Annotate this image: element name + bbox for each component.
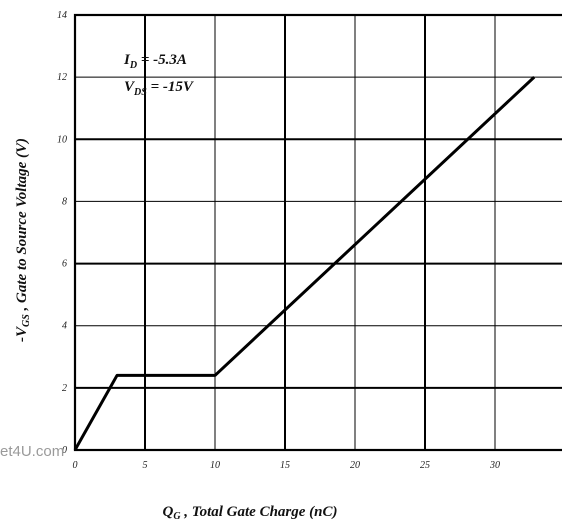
- series-line: [73, 76, 536, 451]
- x-tick-label: 25: [420, 460, 430, 471]
- watermark: et4U.com: [0, 443, 64, 460]
- y-tick-label: 12: [57, 72, 67, 83]
- x-tick-label: 15: [280, 460, 290, 471]
- x-tick-label: 20: [350, 460, 360, 471]
- y-tick-label: 10: [57, 134, 67, 145]
- x-tick-label: 10: [210, 460, 220, 471]
- x-tick-label: 30: [489, 460, 500, 471]
- y-tick-label: 14: [57, 10, 67, 21]
- annotation-vds: VDS = -15V: [124, 79, 195, 98]
- x-tick-label: 0: [73, 460, 78, 471]
- y-tick-label: 8: [62, 196, 67, 207]
- grid: [75, 15, 562, 450]
- y-tick-label: 2: [62, 383, 67, 394]
- y-tick-labels: 0 2 4 6 8 10 12 14: [57, 10, 67, 456]
- x-tick-label: 5: [143, 460, 148, 471]
- x-tick-labels: 0510152025303: [73, 460, 562, 471]
- plot-frame: [73, 13, 562, 452]
- y-tick-label: 0: [62, 445, 67, 456]
- y-tick-label: 6: [62, 259, 67, 270]
- y-tick-label: 4: [62, 321, 67, 332]
- y-axis-title: -VGS , Gate to Source Voltage (V): [14, 138, 32, 342]
- annotation-id: ID = -5.3A: [123, 52, 187, 71]
- x-axis-title: QG , Total Gate Charge (nC): [162, 504, 337, 522]
